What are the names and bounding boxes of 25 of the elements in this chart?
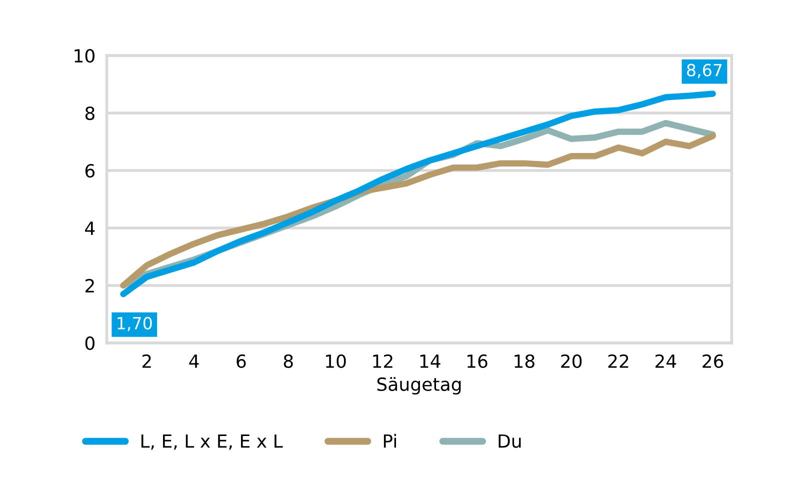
y-tick-label: 4 <box>85 222 95 235</box>
legend-label: Pi <box>384 434 396 448</box>
x-tick-label: 6 <box>236 354 246 368</box>
y-tick-label: 2 <box>86 278 94 292</box>
legend-label: Du <box>498 434 521 448</box>
x-tick-label: 24 <box>655 354 676 368</box>
data-label: 1,70 <box>118 316 152 332</box>
x-tick-label: 16 <box>468 354 488 368</box>
y-tick-label: 10 <box>74 49 94 63</box>
y-tick-label: 8 <box>85 106 94 120</box>
x-tick-label: 10 <box>326 354 346 368</box>
data-label: 8,67 <box>687 64 722 78</box>
x-tick-label: 4 <box>189 354 199 368</box>
x-tick-label: 22 <box>608 354 628 368</box>
y-tick-label: 0 <box>85 336 94 350</box>
y-tick-label: 6 <box>85 164 95 178</box>
x-axis-title: Säugetag <box>377 377 461 395</box>
x-tick-label: 8 <box>284 354 293 368</box>
x-tick-label: 12 <box>373 354 392 368</box>
x-tick-label: 18 <box>514 354 534 368</box>
x-tick-label: 20 <box>561 354 582 368</box>
x-tick-label: 26 <box>702 354 724 368</box>
x-tick-label: 14 <box>420 354 440 368</box>
legend-label: L, E, L x E, E x L <box>141 434 283 450</box>
x-tick-label: 2 <box>142 354 151 368</box>
